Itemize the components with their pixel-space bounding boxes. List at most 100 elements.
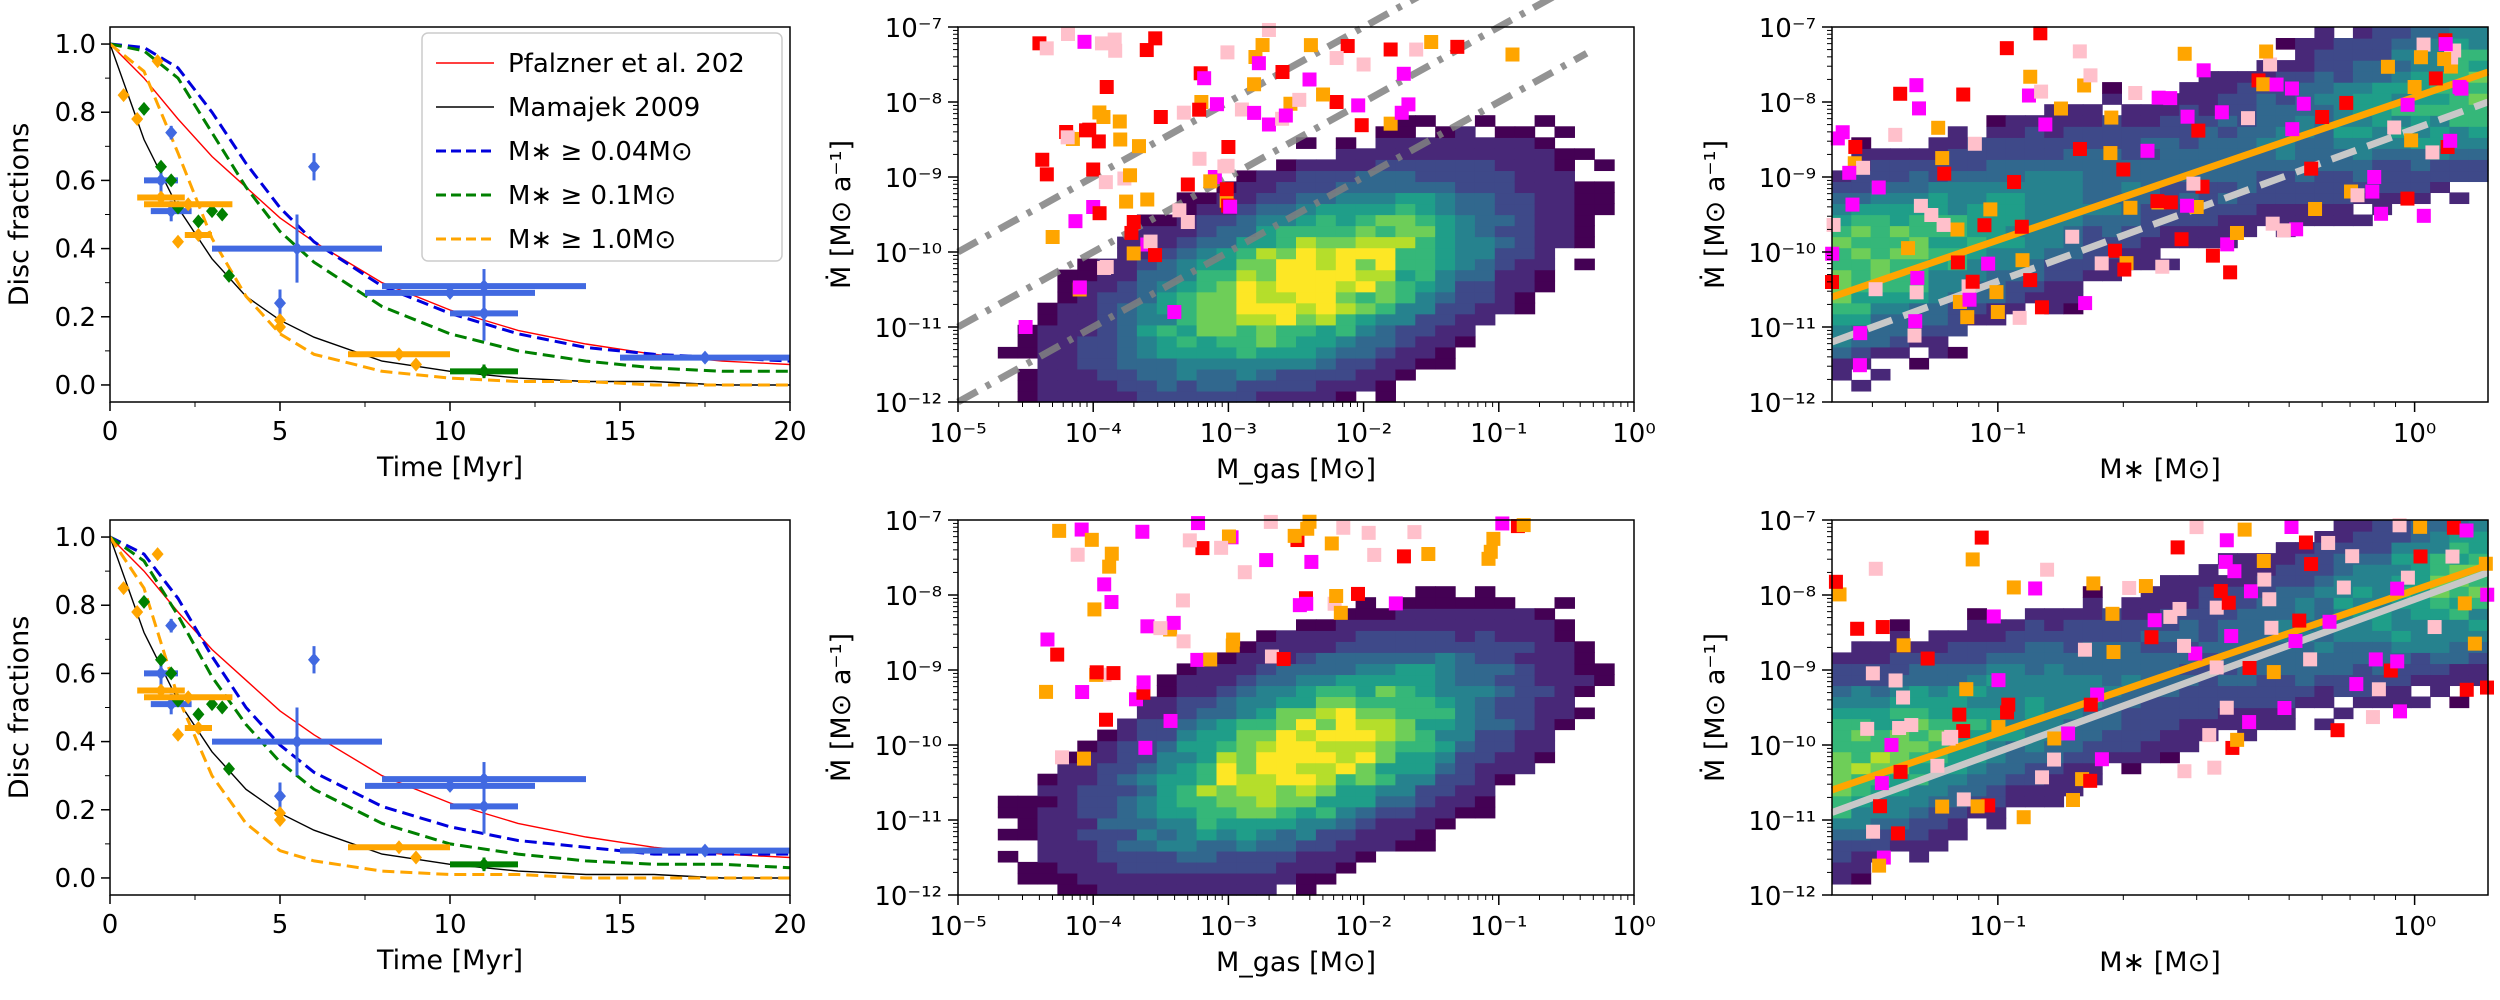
scatter-point xyxy=(1163,713,1178,728)
scatter-point xyxy=(2072,44,2087,59)
heatmap-cell xyxy=(2217,718,2238,731)
scatter-point xyxy=(2400,570,2415,585)
scatter-point xyxy=(1054,750,1069,765)
heatmap-cell xyxy=(2410,181,2431,194)
heatmap-cell xyxy=(1355,597,1377,609)
heatmap-cell xyxy=(1455,630,1476,642)
scatter-point xyxy=(2256,553,2271,568)
heatmap-cell xyxy=(1909,740,1930,753)
heatmap-cell xyxy=(1276,839,1297,852)
heatmap-cell xyxy=(1947,126,1968,138)
heatmap-cell xyxy=(1256,707,1277,720)
scatter-point xyxy=(1018,320,1033,334)
heatmap-cell xyxy=(1534,137,1556,149)
y-tick-label: 10⁻¹² xyxy=(874,882,942,912)
heatmap-cell xyxy=(1494,641,1516,653)
scatter-point xyxy=(1072,280,1087,295)
heatmap-cell xyxy=(2314,126,2335,138)
heatmap-cell xyxy=(2352,148,2373,160)
heatmap-cell xyxy=(2063,291,2084,304)
heatmap-cell xyxy=(1355,608,1377,620)
heatmap-cell xyxy=(1435,192,1456,205)
heatmap-cell xyxy=(1276,861,1297,874)
heatmap-cell xyxy=(2314,170,2335,183)
heatmap-cell xyxy=(1136,696,1158,709)
heatmap-cell xyxy=(2449,137,2470,149)
heatmap-cell xyxy=(2314,71,2335,83)
heatmap-cell xyxy=(1176,806,1198,819)
obs-point-blue xyxy=(478,306,490,321)
heatmap-cell xyxy=(1256,258,1277,271)
heatmap-cell xyxy=(2449,608,2470,620)
heatmap-cell xyxy=(1216,269,1237,282)
heatmap-cell xyxy=(1216,324,1237,337)
heatmap-cell xyxy=(1395,641,1416,653)
heatmap-cell xyxy=(1315,247,1337,260)
x-tick-label: 10⁻² xyxy=(1335,912,1392,942)
heatmap-cell xyxy=(1315,674,1337,687)
heatmap-cell xyxy=(1117,839,1138,852)
heatmap-cell xyxy=(1315,170,1337,183)
heatmap-cell xyxy=(1315,313,1337,326)
scatter-point xyxy=(1383,116,1398,131)
heatmap-cell xyxy=(2140,729,2161,742)
heatmap-cell xyxy=(2063,784,2084,797)
heatmap-cell xyxy=(1315,751,1337,764)
heatmap-cell xyxy=(2082,674,2103,687)
heatmap-cell xyxy=(1156,379,1178,392)
heatmap-cell xyxy=(2024,126,2045,138)
heatmap-cell xyxy=(2410,192,2431,205)
heatmap-cell xyxy=(2082,586,2103,598)
heatmap-cell xyxy=(1375,784,1396,797)
heatmap-cell xyxy=(1355,368,1377,381)
heatmap-cell xyxy=(2102,159,2122,172)
scatter-point xyxy=(1983,202,1998,217)
heatmap-cell xyxy=(1296,729,1317,742)
heatmap-cell xyxy=(1315,203,1337,216)
scatter-point xyxy=(2151,90,2166,105)
heatmap-cell xyxy=(1276,269,1297,282)
heatmap-cell xyxy=(2333,707,2354,720)
heatmap-cell xyxy=(1017,795,1039,808)
heatmap-cell xyxy=(2372,663,2393,676)
heatmap-cell xyxy=(2275,685,2296,698)
heatmap-cell xyxy=(1136,751,1158,764)
heatmap-cell xyxy=(1375,324,1396,337)
heatmap-cell xyxy=(2198,104,2219,116)
heatmap-cell xyxy=(1176,674,1198,687)
heatmap-cell xyxy=(2082,247,2103,260)
heatmap-cell xyxy=(2024,652,2045,665)
heatmap-cell xyxy=(2275,214,2296,227)
scatter-point xyxy=(2308,201,2323,216)
heatmap-cell xyxy=(1494,203,1516,216)
heatmap-cell xyxy=(2179,696,2200,709)
heatmap-cell xyxy=(2410,60,2431,72)
heatmap-cell xyxy=(2275,71,2296,83)
heatmap-cell xyxy=(1355,313,1377,326)
heatmap-cell xyxy=(1296,630,1317,642)
heatmap-cell xyxy=(1832,346,1852,359)
heatmap-cell xyxy=(1136,828,1158,841)
heatmap-cell xyxy=(1196,302,1218,315)
heatmap-cell xyxy=(1514,718,1536,731)
heatmap-cell xyxy=(1395,225,1416,238)
heatmap-cell xyxy=(1514,674,1536,687)
heatmap-cell xyxy=(1077,357,1098,370)
heatmap-cell xyxy=(1534,170,1556,183)
heatmap-cell xyxy=(2391,115,2412,127)
heatmap-cell xyxy=(2391,553,2412,565)
heatmap-cell xyxy=(1057,313,1078,326)
heatmap-cell xyxy=(1077,379,1098,392)
heatmap-cell xyxy=(2217,641,2238,653)
heatmap-cell xyxy=(1415,740,1436,753)
heatmap-cell xyxy=(1315,707,1337,720)
heatmap-cell xyxy=(1216,225,1237,238)
heatmap-cell xyxy=(1534,181,1556,194)
heatmap-cell xyxy=(1474,258,1496,271)
heatmap-cell xyxy=(1296,740,1317,753)
heatmap-cell xyxy=(2449,619,2470,631)
heatmap-cell xyxy=(1928,247,1949,260)
heatmap-cell xyxy=(1534,729,1556,742)
heatmap-cell xyxy=(2352,170,2373,183)
